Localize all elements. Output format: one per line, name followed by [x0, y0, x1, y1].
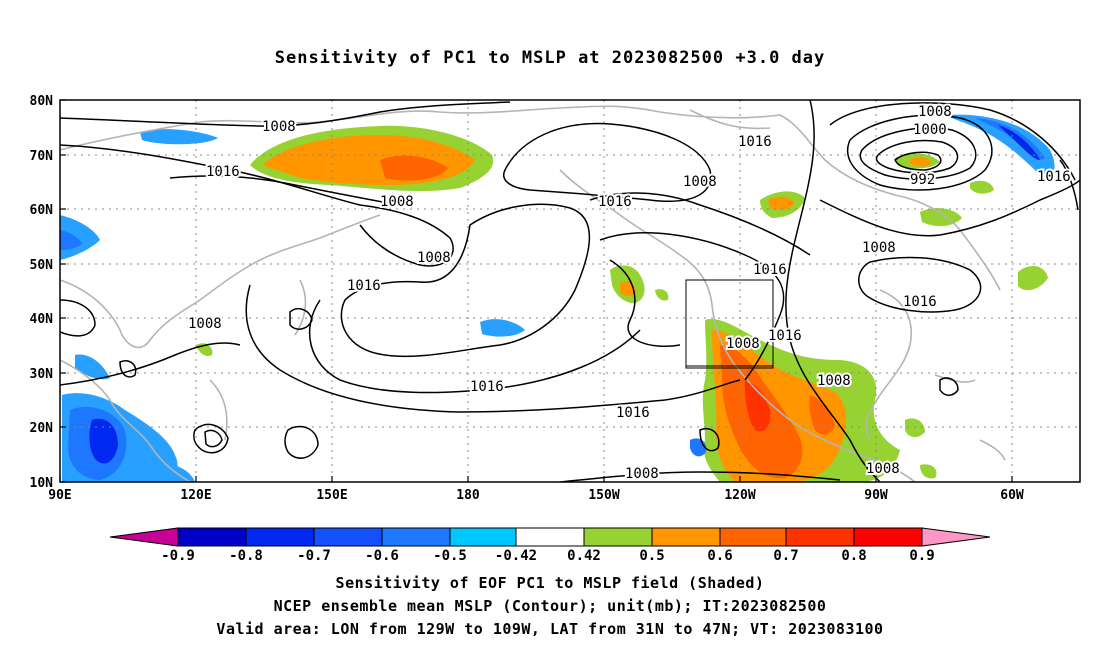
colorbar-label: 0.6	[707, 548, 732, 564]
colorbar	[109, 527, 991, 547]
colorbar-segment	[651, 527, 721, 547]
colorbar-segment	[177, 527, 247, 547]
contour-label: 1008	[817, 373, 851, 389]
contour-label: 1016	[753, 262, 787, 278]
lon-label: 150W	[588, 488, 619, 503]
contour-label: 1016	[206, 164, 240, 180]
mslp-contours	[60, 100, 1080, 482]
coastlines	[60, 105, 1006, 482]
contour-label: 1016	[598, 194, 632, 210]
contour-label: 1016	[470, 379, 504, 395]
colorbar-arrow-left	[109, 527, 179, 547]
caption-shading: Sensitivity of EOF PC1 to MSLP field (Sh…	[335, 574, 765, 592]
contour-label: 1016	[616, 405, 650, 421]
graticule	[60, 100, 1080, 482]
contour-label: 992	[910, 172, 935, 188]
colorbar-segment	[583, 527, 653, 547]
colorbar-segment	[853, 527, 923, 547]
contour-label: 1016	[347, 278, 381, 294]
caption-contour: NCEP ensemble mean MSLP (Contour); unit(…	[273, 597, 827, 615]
colorbar-label: 0.42	[567, 548, 601, 564]
colorbar-segment	[515, 527, 585, 547]
contour-label: 1008	[380, 194, 414, 210]
contour-label: 1008	[918, 104, 952, 120]
contour-label: 1000	[913, 122, 947, 138]
contour-labels: 1008 1016 1008 1016 1008 1016 1008 1016 …	[186, 102, 954, 484]
lat-label: 30N	[30, 367, 54, 382]
lon-label: 150E	[316, 488, 347, 503]
contour-label: 1008	[262, 119, 296, 135]
contour-label: 1008	[862, 240, 896, 256]
contour-label: 1008	[683, 174, 717, 190]
contour-label: 1008	[625, 466, 659, 482]
colorbar-segment	[785, 527, 855, 547]
colorbar-label: -0.5	[433, 548, 467, 564]
lat-label: 60N	[30, 203, 54, 218]
lon-labels: 90E 120E 150E 180 150W 120W 90W 60W	[48, 488, 1024, 503]
lat-labels: 80N 70N 60N 50N 40N 30N 20N 10N	[30, 94, 54, 491]
colorbar-label: 0.7	[773, 548, 798, 564]
lat-label: 80N	[30, 94, 54, 109]
lat-label: 20N	[30, 421, 54, 436]
lat-label: 10N	[30, 476, 54, 491]
lon-label: 90W	[864, 488, 888, 503]
lon-label: 90E	[48, 488, 71, 503]
lon-label: 60W	[1000, 488, 1024, 503]
contour-label: 1008	[726, 336, 760, 352]
axis-ticks	[59, 99, 1013, 483]
colorbar-segment	[449, 527, 517, 547]
colorbar-labels: -0.9 -0.8 -0.7 -0.6 -0.5 -0.42 0.42 0.5 …	[161, 548, 935, 564]
contour-label: 1016	[903, 294, 937, 310]
colorbar-label: 0.5	[639, 548, 664, 564]
colorbar-segment	[381, 527, 451, 547]
lat-label: 50N	[30, 258, 54, 273]
lon-label: 120E	[180, 488, 211, 503]
colorbar-label: -0.8	[229, 548, 263, 564]
lon-label: 120W	[724, 488, 755, 503]
colorbar-label: -0.6	[365, 548, 399, 564]
colorbar-label: -0.7	[297, 548, 331, 564]
colorbar-segment	[719, 527, 787, 547]
colorbar-segment	[313, 527, 383, 547]
colorbar-label: -0.9	[161, 548, 195, 564]
contour-label: 1008	[417, 250, 451, 266]
valid-area-box	[685, 279, 774, 369]
contour-label: 1016	[738, 134, 772, 150]
contour-label: 1016	[768, 328, 802, 344]
contour-label: 1008	[866, 461, 900, 477]
caption-valid-area: Valid area: LON from 129W to 109W, LAT f…	[216, 620, 884, 638]
contour-label: 1008	[188, 316, 222, 332]
lon-label: 180	[456, 488, 480, 503]
colorbar-label: -0.42	[495, 548, 537, 564]
colorbar-label: 0.9	[909, 548, 934, 564]
lat-label: 40N	[30, 312, 54, 327]
contour-label: 1016	[1037, 169, 1071, 185]
chart-title: Sensitivity of PC1 to MSLP at 2023082500…	[274, 48, 826, 68]
colorbar-arrow-right	[921, 527, 991, 547]
colorbar-segment	[245, 527, 315, 547]
lat-label: 70N	[30, 149, 54, 164]
colorbar-label: 0.8	[841, 548, 866, 564]
